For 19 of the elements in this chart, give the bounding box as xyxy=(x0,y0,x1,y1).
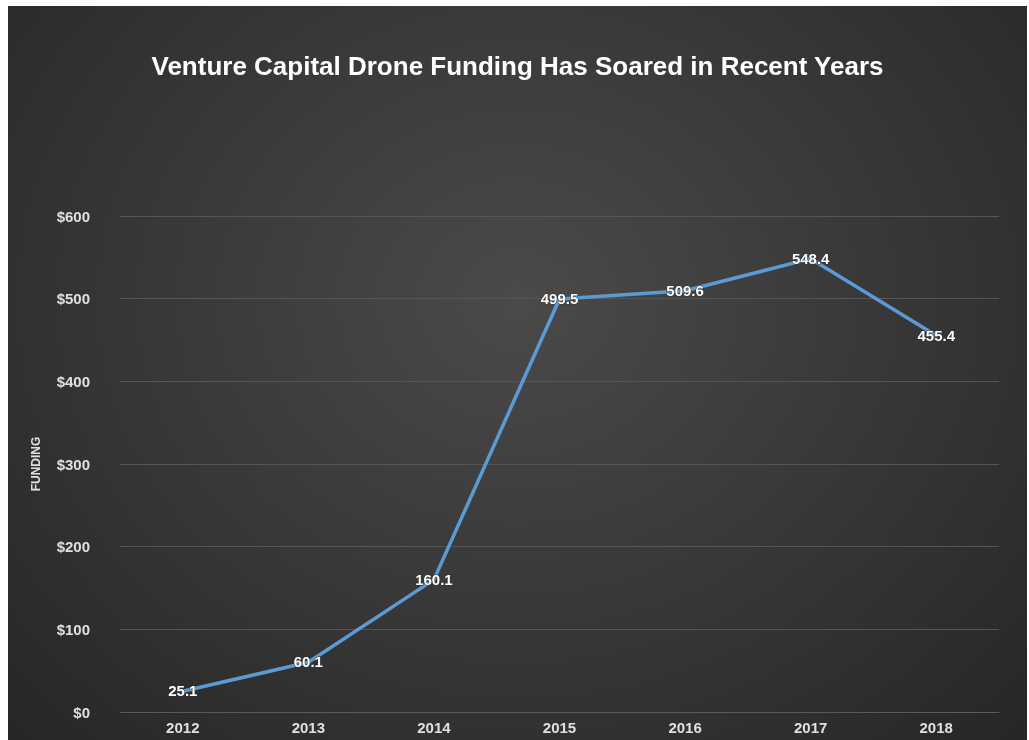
chart-title: Venture Capital Drone Funding Has Soared in Recent Years xyxy=(151,51,884,81)
y-axis-title: FUNDING xyxy=(29,436,43,492)
x-tick-label: 2018 xyxy=(919,719,953,736)
x-tick-label: 2012 xyxy=(166,719,200,736)
y-tick-label: $600 xyxy=(56,207,90,225)
x-tick-label: 2014 xyxy=(417,719,452,736)
x-tick-label: 2017 xyxy=(793,719,828,736)
y-tick-label: $0 xyxy=(73,703,90,721)
y-tick-label: $100 xyxy=(56,620,90,638)
y-tick-label: $400 xyxy=(56,372,90,390)
x-tick-label: 2015 xyxy=(542,719,577,736)
data-label: 455.4 xyxy=(917,326,956,344)
x-tick-label: 2013 xyxy=(291,719,326,736)
y-tick-label: $500 xyxy=(56,290,90,308)
y-tick-label: $300 xyxy=(56,455,90,473)
data-label: 499.5 xyxy=(540,290,579,308)
y-tick-label: $200 xyxy=(56,538,90,556)
x-tick-label: 2016 xyxy=(668,719,702,736)
data-label: 25.1 xyxy=(168,682,198,700)
